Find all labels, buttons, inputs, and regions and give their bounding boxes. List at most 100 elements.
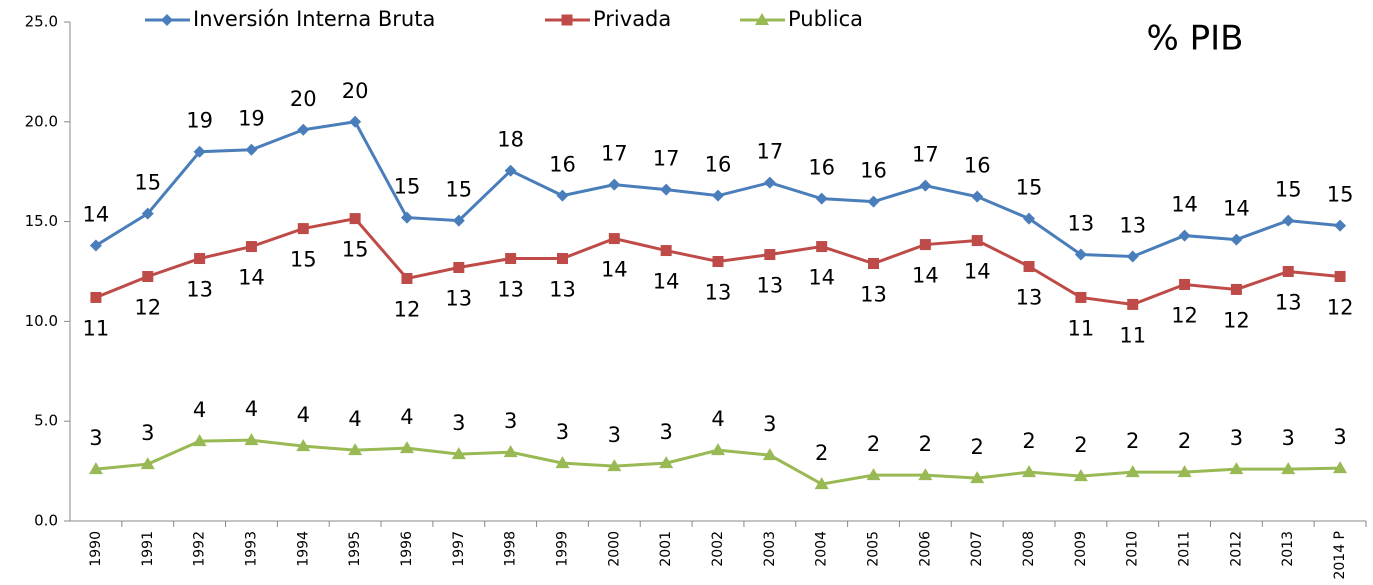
data-label: 2 (1126, 429, 1139, 453)
y-tick-label: 20.0 (25, 112, 58, 130)
marker (193, 145, 206, 158)
data-label: 11 (1119, 323, 1146, 347)
marker (868, 258, 880, 270)
marker (1178, 229, 1191, 242)
data-label: 4 (400, 405, 413, 429)
data-label: 3 (504, 409, 517, 433)
marker (504, 164, 517, 177)
marker (1229, 462, 1244, 475)
data-label: 14 (964, 260, 991, 284)
data-label: 14 (238, 266, 265, 290)
y-tick-label: 25.0 (25, 13, 58, 31)
annotation: % PIB (1147, 19, 1244, 59)
marker (161, 14, 173, 26)
data-label: 15 (1327, 183, 1354, 207)
marker (1125, 465, 1140, 478)
marker (1230, 233, 1243, 246)
x-tick-label: 1991 (140, 531, 156, 567)
marker (1126, 250, 1139, 263)
marker (245, 241, 257, 253)
x-tick-label: 2001 (658, 531, 674, 567)
x-tick-label: 2010 (1125, 531, 1141, 567)
marker (1023, 261, 1035, 273)
data-label: 3 (608, 423, 621, 447)
marker (918, 468, 933, 481)
data-label: 13 (497, 278, 524, 302)
marker (815, 192, 828, 205)
x-tick-label: 2012 (1228, 531, 1244, 567)
data-label: 3 (1333, 425, 1346, 449)
marker (1282, 266, 1294, 277)
y-tick-label: 10.0 (25, 312, 58, 330)
marker (970, 471, 985, 484)
data-label: 17 (601, 142, 628, 166)
data-label: 2 (815, 441, 828, 465)
marker (1334, 270, 1346, 282)
data-label: 4 (245, 397, 258, 421)
marker (814, 477, 829, 490)
y-tick-label: 15.0 (25, 212, 58, 230)
data-label: 4 (193, 398, 206, 422)
x-tick-label: 1997 (451, 531, 467, 567)
data-label: 18 (497, 128, 524, 152)
x-tick-label: 2008 (1021, 531, 1037, 567)
marker (244, 433, 259, 446)
marker (919, 239, 931, 251)
marker (712, 256, 724, 268)
marker (971, 235, 983, 247)
marker (867, 195, 880, 208)
data-label: 3 (659, 420, 672, 444)
marker (556, 189, 569, 202)
y-tick-label: 0.0 (34, 512, 58, 530)
x-tick-label: 2003 (762, 531, 778, 567)
data-label: 3 (89, 426, 102, 450)
data-label: 2 (867, 432, 880, 456)
data-label: 13 (1068, 212, 1095, 236)
marker (1177, 465, 1192, 478)
data-label: 20 (290, 87, 317, 111)
marker (88, 462, 103, 475)
data-label: 13 (860, 283, 887, 307)
data-label: 12 (1171, 303, 1198, 327)
marker (1282, 214, 1295, 227)
marker (1073, 469, 1088, 482)
x-tick-label: 2013 (1280, 531, 1296, 567)
data-label: 20 (342, 79, 369, 103)
marker (348, 443, 363, 456)
marker (140, 457, 155, 470)
marker (711, 443, 725, 456)
data-label: 2 (1022, 429, 1035, 453)
marker (755, 13, 769, 25)
x-tick-label: 2002 (710, 531, 726, 567)
marker (297, 223, 309, 235)
marker (451, 447, 466, 460)
marker (971, 190, 984, 203)
marker (452, 214, 465, 227)
x-tick-label: 2004 (814, 531, 830, 567)
marker (1022, 465, 1037, 478)
marker (660, 183, 673, 196)
x-tick-label: 2011 (1177, 531, 1193, 567)
data-label: 15 (394, 175, 421, 199)
data-label: 11 (83, 316, 110, 340)
data-label: 14 (912, 264, 939, 288)
data-label: 15 (1275, 178, 1302, 202)
marker (660, 245, 672, 257)
marker (659, 456, 674, 469)
marker (608, 233, 620, 245)
x-tick-label: 2006 (917, 531, 933, 567)
data-label: 2 (971, 435, 984, 459)
data-label: 17 (653, 147, 680, 171)
legend-label: Publica (788, 7, 863, 31)
data-label: 12 (134, 295, 161, 319)
data-label: 15 (290, 248, 317, 272)
marker (192, 434, 207, 447)
data-label: 2 (1178, 429, 1191, 453)
marker (245, 143, 258, 156)
data-label: 3 (1230, 426, 1243, 450)
marker (399, 441, 414, 454)
data-label: 14 (808, 266, 835, 290)
marker (1333, 461, 1348, 474)
marker (762, 448, 777, 461)
